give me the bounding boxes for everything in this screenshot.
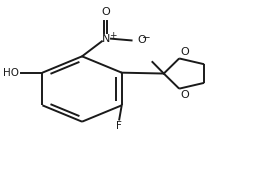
Text: −: − xyxy=(142,33,150,43)
Text: N: N xyxy=(101,34,110,44)
Text: O: O xyxy=(180,90,189,100)
Text: O: O xyxy=(180,47,189,57)
Text: +: + xyxy=(109,31,116,40)
Text: O: O xyxy=(101,7,110,17)
Text: O: O xyxy=(138,35,146,45)
Text: F: F xyxy=(116,121,122,131)
Text: HO: HO xyxy=(3,68,19,78)
